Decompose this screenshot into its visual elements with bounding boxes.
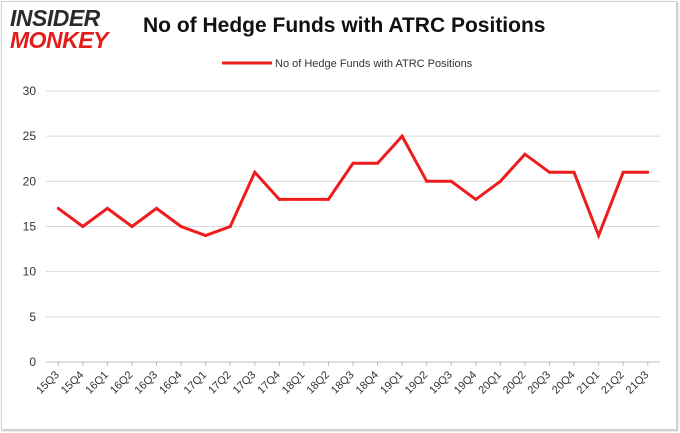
x-tick-label-15Q4: 15Q4 xyxy=(59,369,87,397)
data-point-16Q4 xyxy=(179,225,183,228)
x-tick-label-21Q3: 21Q3 xyxy=(624,369,652,397)
data-point-17Q3 xyxy=(253,170,257,174)
data-point-17Q1 xyxy=(204,234,208,238)
data-point-20Q1 xyxy=(498,179,502,183)
data-point-15Q4 xyxy=(81,225,85,228)
x-tick-label-16Q3: 16Q3 xyxy=(133,369,161,397)
x-tick-label-19Q4: 19Q4 xyxy=(452,369,480,397)
series-line xyxy=(57,133,648,240)
insider-monkey-logo: INSIDER MONKEY xyxy=(10,7,130,55)
y-tick-label-15: 15 xyxy=(23,220,37,234)
y-tick-label-10: 10 xyxy=(23,265,37,279)
x-tick-label-19Q1: 19Q1 xyxy=(378,369,406,397)
x-tick-label-20Q2: 20Q2 xyxy=(501,369,529,397)
data-point-18Q2 xyxy=(326,197,330,201)
chart-title: No of Hedge Funds with ATRC Positions xyxy=(143,14,546,37)
data-point-17Q2 xyxy=(228,225,232,228)
y-tick-label-25: 25 xyxy=(23,129,37,143)
data-point-16Q1 xyxy=(105,206,109,210)
data-point-21Q2 xyxy=(621,170,625,174)
legend-label: No of Hedge Funds with ATRC Positions xyxy=(275,58,473,70)
logo-line-1: INSIDER xyxy=(10,5,100,31)
x-tick-label-16Q4: 16Q4 xyxy=(157,369,185,397)
x-tick-label-17Q1: 17Q1 xyxy=(182,369,210,397)
x-tick-label-16Q1: 16Q1 xyxy=(83,369,111,397)
x-tick-label-20Q4: 20Q4 xyxy=(550,369,578,397)
y-tick-label-0: 0 xyxy=(29,355,36,369)
data-point-20Q3 xyxy=(547,170,551,174)
x-tick-label-17Q2: 17Q2 xyxy=(206,369,234,397)
x-tick-label-21Q1: 21Q1 xyxy=(575,369,603,397)
x-tick-label-20Q1: 20Q1 xyxy=(476,369,504,397)
data-point-19Q1 xyxy=(400,134,404,138)
data-point-18Q4 xyxy=(376,161,380,165)
x-tick-label-19Q3: 19Q3 xyxy=(427,369,455,397)
data-point-16Q2 xyxy=(130,225,134,228)
data-point-21Q1 xyxy=(597,234,601,238)
data-point-19Q2 xyxy=(425,179,429,183)
x-tick-label-18Q3: 18Q3 xyxy=(329,369,357,397)
x-tick-label-18Q1: 18Q1 xyxy=(280,369,308,397)
logo-line-2: MONKEY xyxy=(10,27,108,53)
x-tick-label-16Q2: 16Q2 xyxy=(108,369,136,397)
data-point-18Q3 xyxy=(351,161,355,165)
data-point-19Q3 xyxy=(449,179,453,183)
x-tick-label-21Q2: 21Q2 xyxy=(599,369,627,397)
x-tick-label-17Q4: 17Q4 xyxy=(255,369,283,397)
data-point-21Q3 xyxy=(646,170,650,174)
data-point-17Q4 xyxy=(277,197,281,201)
data-point-16Q3 xyxy=(155,206,159,210)
data-point-15Q3 xyxy=(56,206,60,210)
x-tick-label-17Q3: 17Q3 xyxy=(231,369,259,397)
data-point-20Q4 xyxy=(572,170,576,174)
x-tick-label-20Q3: 20Q3 xyxy=(526,369,554,397)
y-tick-label-5: 5 xyxy=(29,310,36,324)
y-tick-label-20: 20 xyxy=(23,174,37,188)
y-tick-label-30: 30 xyxy=(23,84,37,98)
x-tick-label-18Q4: 18Q4 xyxy=(354,369,382,397)
data-point-19Q4 xyxy=(474,197,478,201)
x-tick-label-19Q2: 19Q2 xyxy=(403,369,431,397)
x-tick-label-15Q3: 15Q3 xyxy=(34,369,62,397)
x-tick-label-18Q2: 18Q2 xyxy=(304,369,332,397)
data-point-20Q2 xyxy=(523,152,527,156)
data-point-18Q1 xyxy=(302,197,306,201)
